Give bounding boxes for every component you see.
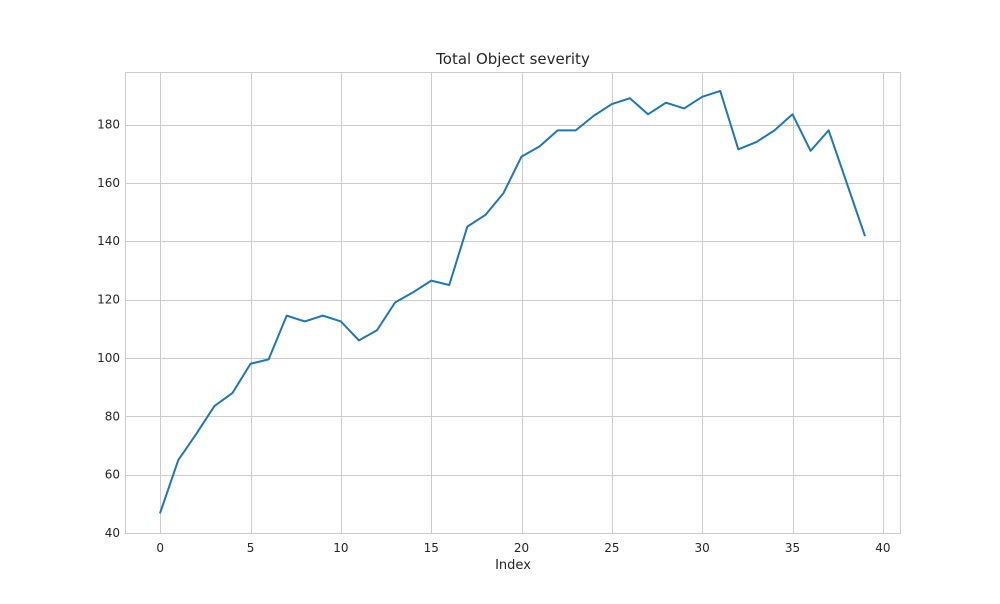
x-axis-ticks: 0 5 10 15 20 25 30 35 40 xyxy=(156,541,890,555)
y-tick-label: 120 xyxy=(97,293,120,307)
y-tick-label: 180 xyxy=(97,118,120,132)
y-tick-label: 40 xyxy=(105,526,120,540)
x-tick-label: 35 xyxy=(785,541,800,555)
y-tick-label: 80 xyxy=(105,409,120,423)
x-tick-label: 15 xyxy=(424,541,439,555)
plot-frame xyxy=(125,72,901,534)
y-tick-label: 60 xyxy=(105,468,120,482)
series-layer xyxy=(159,89,866,514)
x-axis-label: Index xyxy=(495,558,531,573)
y-tick-label: 140 xyxy=(97,234,120,248)
x-tick-label: 25 xyxy=(604,541,619,555)
grid xyxy=(125,72,900,534)
x-tick-label: 0 xyxy=(156,541,164,555)
y-tick-label: 100 xyxy=(97,351,120,365)
x-tick-label: 20 xyxy=(514,541,529,555)
y-tick-label: 160 xyxy=(97,176,120,190)
series-line xyxy=(159,89,866,514)
x-tick-label: 5 xyxy=(247,541,255,555)
chart-title: Total Object severity xyxy=(435,50,590,68)
x-tick-label: 40 xyxy=(875,541,890,555)
x-tick-label: 10 xyxy=(333,541,348,555)
x-tick-label: 30 xyxy=(695,541,710,555)
y-axis-ticks: 40 60 80 100 120 140 160 180 xyxy=(97,118,120,540)
